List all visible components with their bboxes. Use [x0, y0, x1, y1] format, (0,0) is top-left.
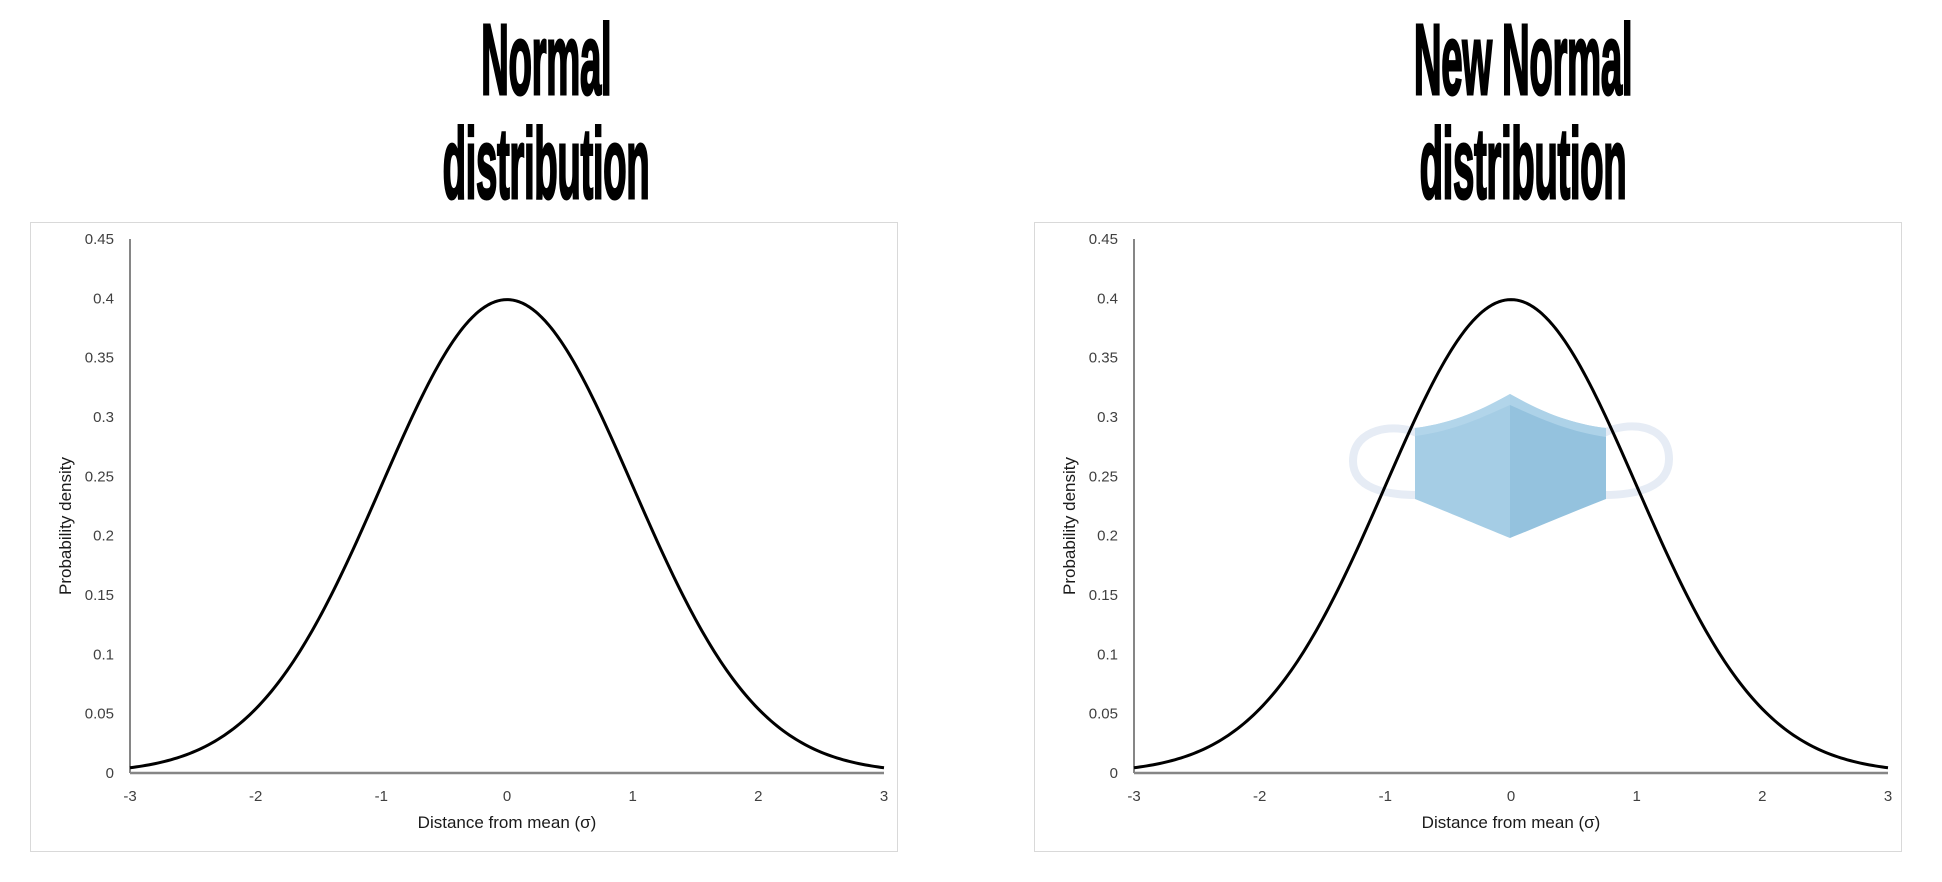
y-tick-label: 0.4: [1097, 290, 1118, 307]
x-tick-label: 3: [1884, 788, 1892, 805]
y-tick-label: 0.15: [85, 587, 114, 604]
face-mask-icon: [1348, 422, 1674, 499]
x-tick-label: 2: [754, 788, 762, 805]
y-tick-label: 0: [106, 765, 114, 782]
y-tick-label: 0.25: [85, 468, 114, 485]
right-title-line-2: distribution: [1419, 108, 1627, 220]
mask-top-band: [1415, 394, 1606, 437]
y-axis-title: Probability density: [1060, 457, 1079, 595]
chart-svg: 0 0.05 0.1 0.15 0.2 0.25 0.3 0.35 0.4 0.45 -3 -2 -1 0…: [56, 231, 888, 832]
x-tick-label: -3: [1127, 788, 1140, 805]
y-tick-label: 0.05: [1089, 706, 1118, 723]
mask-right-ear-loop: [1600, 422, 1674, 499]
y-tick-label: 0.2: [1097, 528, 1118, 545]
x-tick-label: -1: [375, 788, 388, 805]
x-tick-label: 2: [1758, 788, 1766, 805]
pdf-curve: [1133, 298, 1889, 770]
y-tick-label: 0.25: [1089, 468, 1118, 485]
x-tick-label: 0: [1507, 788, 1515, 805]
y-axis-title: Probability density: [56, 457, 75, 595]
pdf-curve: [129, 298, 885, 770]
y-tick-label: 0.2: [93, 528, 114, 545]
y-tick-label: 0.1: [1097, 646, 1118, 663]
y-tick-label: 0: [1110, 765, 1118, 782]
x-tick-label: -1: [1379, 788, 1392, 805]
y-tick-label: 0.1: [93, 646, 114, 663]
y-tick-label: 0.3: [93, 409, 114, 426]
left-chart-title: Normal distribution: [196, 4, 896, 220]
x-tick-label: -2: [1253, 788, 1266, 805]
y-tick-label: 0.35: [85, 350, 114, 367]
x-tick-label: 3: [880, 788, 888, 805]
y-tick-label: 0.3: [1097, 409, 1118, 426]
new-normal-distribution-chart: 0 0.05 0.1 0.15 0.2 0.25 0.3 0.35 0.4 0.45 -3 -2 -1 0…: [1034, 222, 1902, 852]
left-title-line-1: Normal: [480, 4, 612, 116]
y-tick-label: 0.15: [1089, 587, 1118, 604]
x-tick-label: -3: [123, 788, 136, 805]
x-tick-label: 0: [503, 788, 511, 805]
normal-distribution-chart: 0 0.05 0.1 0.15 0.2 0.25 0.3 0.35 0.4 0.45 -3 -2 -1 0…: [30, 222, 898, 852]
mask-left-panel: [1415, 394, 1510, 538]
mask-body: [1415, 394, 1606, 538]
x-tick-label: -2: [249, 788, 262, 805]
y-tick-label: 0.35: [1089, 350, 1118, 367]
y-tick-label: 0.4: [93, 290, 114, 307]
x-tick-label: 1: [1632, 788, 1640, 805]
x-tick-label: 1: [628, 788, 636, 805]
left-title-line-2: distribution: [442, 108, 650, 220]
y-tick-label: 0.45: [1089, 231, 1118, 248]
x-axis-title: Distance from mean (σ): [418, 813, 597, 832]
mask-right-panel: [1510, 394, 1606, 538]
y-tick-label: 0.45: [85, 231, 114, 248]
chart-svg: 0 0.05 0.1 0.15 0.2 0.25 0.3 0.35 0.4 0.45 -3 -2 -1 0…: [1060, 231, 1892, 832]
right-chart-title: New Normal distribution: [1173, 4, 1873, 220]
x-axis-title: Distance from mean (σ): [1422, 813, 1601, 832]
y-tick-label: 0.05: [85, 706, 114, 723]
right-title-line-1: New Normal: [1413, 4, 1633, 116]
mask-left-ear-loop: [1348, 424, 1421, 499]
